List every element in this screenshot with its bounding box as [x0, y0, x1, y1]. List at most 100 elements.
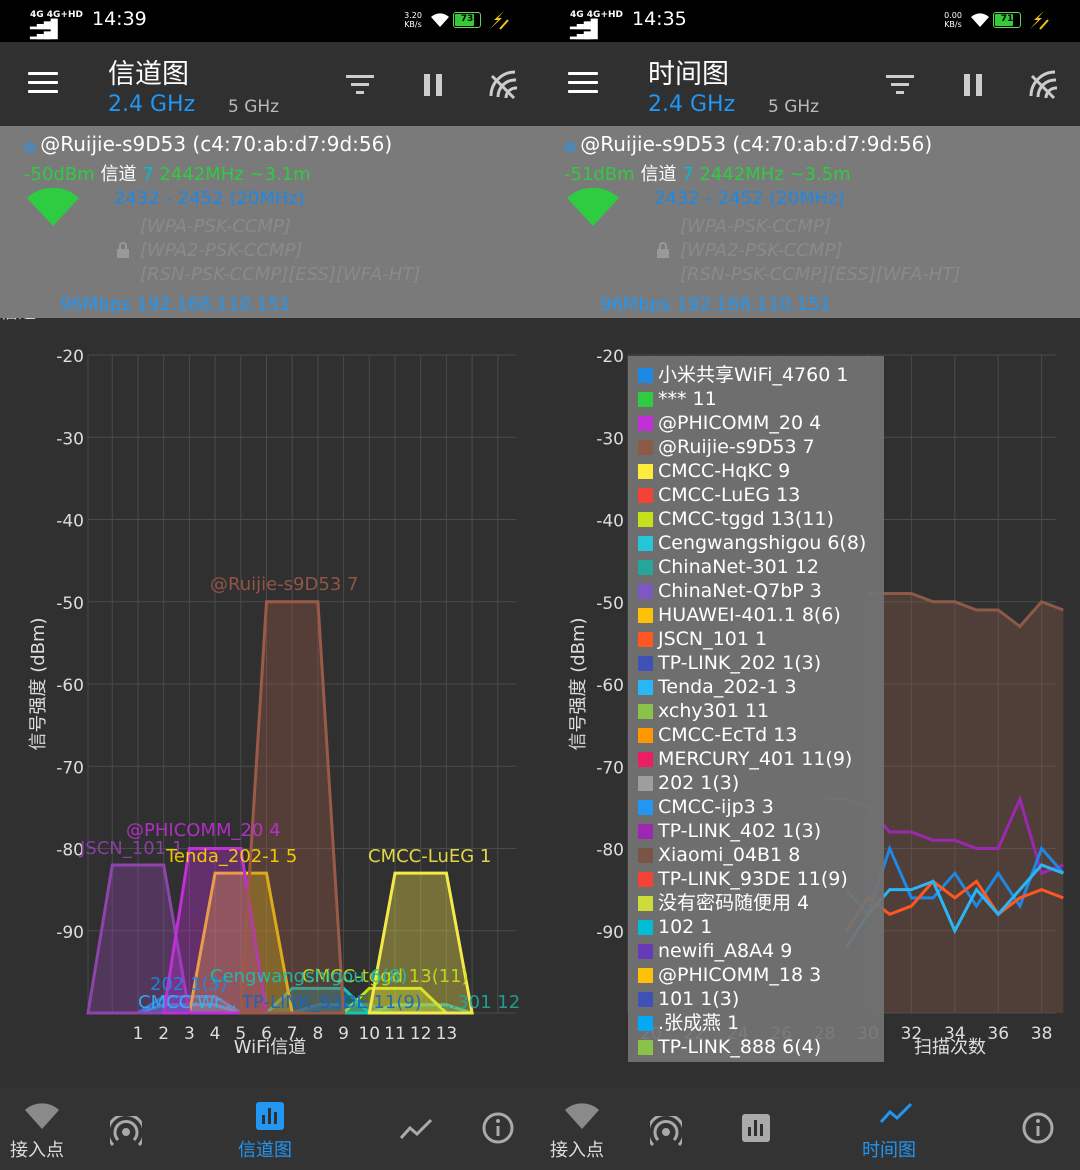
nav-info[interactable] — [478, 1088, 524, 1170]
legend-swatch — [638, 896, 653, 911]
wifi-icon — [565, 1103, 599, 1129]
channel-chart-svg: -20 -30 -40 -50 -60 -70 -80 -90 信号强度 (dBm) WiFi信道… — [0, 318, 520, 1058]
nav-time-graph[interactable] — [392, 1088, 438, 1170]
legend-swatch — [638, 992, 653, 1007]
y-tick-label: -70 — [596, 758, 624, 778]
nav-label-channel-graph: 信道图 — [238, 1140, 292, 1161]
series-label: CMCC-tggd 13(11) — [302, 966, 469, 987]
legend-label: TP-LINK_202 1(3) — [658, 652, 822, 674]
channel-graph-screen: 4G 4G+HD ▂▄▆█ ▂▄▆█ 14:39 3.20 KB/s 73 信道图 … — [0, 0, 540, 1170]
x-tick-label: 2 — [158, 1024, 169, 1044]
legend-label: xchy301 11 — [658, 700, 770, 722]
menu-icon[interactable] — [28, 72, 58, 94]
legend-swatch — [638, 728, 653, 743]
nav-access-points[interactable]: 接入点 — [540, 1088, 624, 1170]
ap-link-info: 96Mbps 192.168.110.151 — [600, 294, 831, 315]
legend-swatch — [638, 416, 653, 431]
nav-info[interactable] — [1018, 1088, 1064, 1170]
x-tick-label: 10 — [358, 1024, 380, 1044]
legend-swatch — [638, 656, 653, 671]
net-speed: 0.00 KB/s — [944, 11, 962, 29]
channel-chart: -20 -30 -40 -50 -60 -70 -80 -90 信号强度 (dBm) WiFi信道… — [0, 318, 540, 1088]
info-icon — [482, 1112, 514, 1144]
line-chart-icon — [880, 1102, 912, 1124]
globe-icon: ◍ — [564, 139, 577, 155]
series-label: @PHICOMM_20 4 — [126, 820, 281, 841]
legend-label: newifi_A8A4 9 — [658, 940, 793, 962]
ap-link-info: 96Mbps 192.168.110.151 — [60, 294, 291, 315]
x-tick-label: 9 — [338, 1024, 349, 1044]
x-tick-label: 12 — [410, 1024, 432, 1044]
ap-range: 2432 - 2452 (20MHz) — [654, 188, 845, 209]
filter-icon[interactable] — [346, 74, 374, 96]
legend-label: Xiaomi_04B1 8 — [658, 844, 801, 866]
legend-label: TP-LINK_93DE 11(9) — [658, 868, 848, 890]
pause-icon[interactable] — [423, 74, 443, 96]
series-label: @Ruijie-s9D53 7 — [210, 574, 358, 595]
bottom-nav: 接入点 信道图 — [0, 1088, 540, 1170]
x-tick-label: 1 — [133, 1024, 144, 1044]
nav-label-access-points: 接入点 — [550, 1140, 604, 1161]
x-tick-label: 32 — [901, 1024, 923, 1044]
y-tick-label: -50 — [596, 594, 624, 614]
x-tick-label: 38 — [1031, 1024, 1053, 1044]
channel-curve — [161, 847, 269, 1015]
ap-capability-3: [RSN-PSK-CCMP][ESS][WFA-HT] — [680, 264, 961, 285]
nav-signal[interactable] — [640, 1088, 694, 1170]
series-label: ...301 12 — [440, 992, 520, 1013]
nav-access-points[interactable]: 接入点 — [0, 1088, 84, 1170]
nav-signal[interactable] — [100, 1088, 154, 1170]
line-chart-icon — [400, 1118, 432, 1140]
legend-label: @Ruijie-s9D53 7 — [658, 436, 815, 458]
legend-label: HUAWEI-401.1 8(6) — [658, 604, 841, 626]
legend-swatch — [638, 368, 653, 383]
legend-swatch — [638, 704, 653, 719]
menu-icon[interactable] — [568, 72, 598, 94]
legend-swatch — [638, 1016, 653, 1031]
ap-range: 2432 - 2452 (20MHz) — [114, 188, 305, 209]
y-axis-title: 信号强度 (dBm) — [568, 617, 589, 750]
pause-icon[interactable] — [963, 74, 983, 96]
battery-icon: 73 — [453, 12, 481, 28]
legend-label: MERCURY_401 11(9) — [658, 748, 853, 770]
legend-swatch — [638, 968, 653, 983]
legend-swatch — [638, 1040, 653, 1055]
scan-toggle-icon[interactable] — [488, 70, 520, 100]
y-tick-label: -20 — [56, 347, 84, 367]
legend-swatch — [638, 680, 653, 695]
nav-channel-graph[interactable] — [734, 1088, 778, 1170]
scan-toggle-icon[interactable] — [1028, 70, 1060, 100]
legend-label: ChinaNet-301 12 — [658, 556, 819, 578]
ap-capability-1: [WPA-PSK-CCMP] — [140, 216, 291, 237]
filter-icon[interactable] — [886, 74, 914, 96]
y-tick-label: -30 — [56, 429, 84, 449]
wifi-icon — [25, 1103, 59, 1129]
time-chart-legend: 小米共享WiFi_4760 1 *** 11 @PHICOMM_20 4 @Ruiji… — [628, 356, 884, 1062]
nav-channel-graph[interactable]: 信道图 — [226, 1088, 316, 1170]
ap-freq: 2442MHz — [699, 164, 784, 185]
band-5ghz-tab[interactable]: 5 GHz — [228, 97, 280, 117]
channel-curve — [367, 871, 474, 1015]
band-5ghz-tab[interactable]: 5 GHz — [768, 97, 820, 117]
ap-capability-2: [WPA2-PSK-CCMP] — [140, 240, 303, 261]
bar-chart-icon — [256, 1102, 284, 1130]
signal-radar-icon — [650, 1116, 682, 1146]
ap-distance: ~3.5m — [789, 164, 851, 185]
band-2-4ghz-tab[interactable]: 2.4 GHz — [648, 92, 736, 117]
nav-time-graph[interactable]: 时间图 — [856, 1088, 936, 1170]
lock-icon — [657, 242, 669, 258]
band-2-4ghz-tab[interactable]: 2.4 GHz — [108, 92, 196, 117]
x-axis-title: WiFi信道 — [234, 1037, 306, 1058]
connected-ap-panel[interactable]: ◍ @Ruijie-s9D53 (c4:70:ab:d7:9d:56) -50dB… — [0, 126, 540, 318]
legend-label: CMCC-LuEG 13 — [658, 484, 801, 506]
wifi-status-icon — [431, 13, 449, 27]
x-tick-label: 13 — [436, 1024, 458, 1044]
lock-icon — [117, 242, 129, 258]
charging-icon — [1030, 11, 1049, 30]
connected-ap-panel[interactable]: ◍ @Ruijie-s9D53 (c4:70:ab:d7:9d:56) -51dB… — [540, 126, 1080, 318]
status-time: 14:35 — [632, 8, 687, 30]
ap-capability-1: [WPA-PSK-CCMP] — [680, 216, 831, 237]
ap-distance: ~3.1m — [249, 164, 311, 185]
net-speed: 3.20 KB/s — [404, 11, 422, 29]
legend-label: @PHICOMM_20 4 — [658, 412, 822, 434]
